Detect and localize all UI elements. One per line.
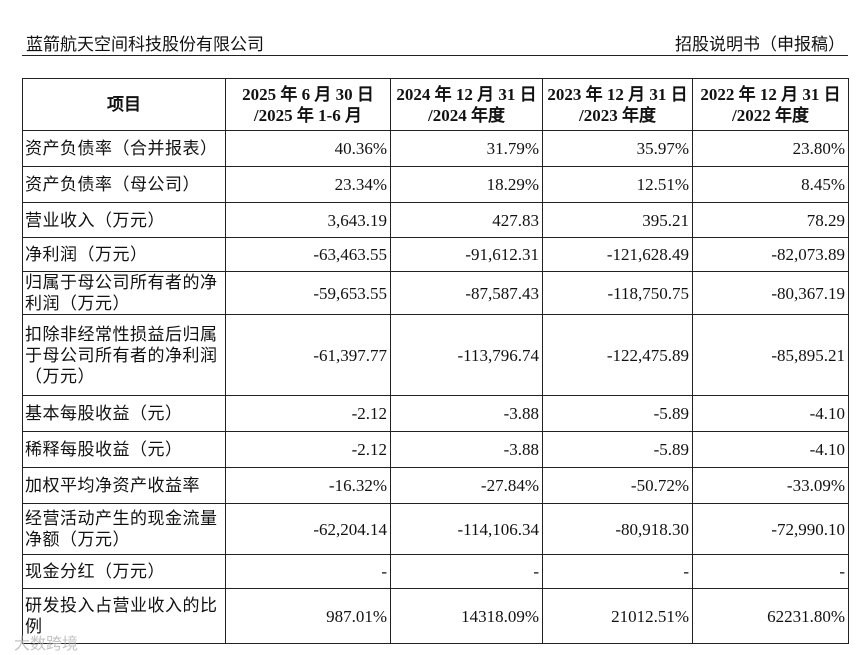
cell-value: 8.45% xyxy=(692,166,849,203)
cell-value: - xyxy=(225,554,391,589)
cell-value: -62,204.14 xyxy=(225,503,391,555)
header-line: 2022 年 12 月 31 日 xyxy=(700,84,841,104)
cell-value: - xyxy=(692,554,849,589)
column-header: 2023 年 12 月 31 日/2023 年度 xyxy=(542,78,693,131)
cell-value: -5.89 xyxy=(542,395,693,432)
cell-value: -27.84% xyxy=(390,467,543,504)
cell-value: -113,796.74 xyxy=(390,314,543,396)
cell-value: 35.97% xyxy=(542,130,693,167)
cell-value: 78.29 xyxy=(692,202,849,238)
cell-value: -4.10 xyxy=(692,395,849,432)
cell-value: -121,628.49 xyxy=(542,237,693,272)
cell-value: -59,653.55 xyxy=(225,271,391,315)
column-header: 2024 年 12 月 31 日/2024 年度 xyxy=(390,78,543,131)
header-rule xyxy=(22,55,848,56)
cell-value: -3.88 xyxy=(390,431,543,468)
cell-value: 14318.09% xyxy=(390,588,543,644)
cell-value: 40.36% xyxy=(225,130,391,167)
cell-value: -2.12 xyxy=(225,431,391,468)
table-row: 现金分红（万元） - - - - xyxy=(22,554,849,589)
table-row: 研发投入占营业收入的比例 987.01% 14318.09% 21012.51% 622… xyxy=(22,588,849,644)
table-row: 营业收入（万元） 3,643.19 427.83 395.21 78.29 xyxy=(22,202,849,238)
doc-title: 招股说明书（申报稿） xyxy=(675,35,845,54)
cell-value: -4.10 xyxy=(692,431,849,468)
row-label: 净利润（万元） xyxy=(22,237,226,272)
column-header: 2022 年 12 月 31 日/2022 年度 xyxy=(692,78,849,131)
header-line: /2022 年度 xyxy=(732,105,809,125)
row-label: 基本每股收益（元） xyxy=(22,395,226,432)
table-row: 资产负债率（合并报表） 40.36% 31.79% 35.97% 23.80% xyxy=(22,130,849,167)
cell-value: -3.88 xyxy=(390,395,543,432)
header-line: 2024 年 12 月 31 日 xyxy=(396,84,537,104)
cell-value: - xyxy=(390,554,543,589)
cell-value: -80,367.19 xyxy=(692,271,849,315)
column-header: 项目 xyxy=(22,78,226,131)
header-line: /2025 年 1-6 月 xyxy=(253,105,363,125)
cell-value: -114,106.34 xyxy=(390,503,543,555)
table-row: 资产负债率（母公司） 23.34% 18.29% 12.51% 8.45% xyxy=(22,166,849,203)
cell-value: 31.79% xyxy=(390,130,543,167)
cell-value: -63,463.55 xyxy=(225,237,391,272)
cell-value: -2.12 xyxy=(225,395,391,432)
cell-value: -72,990.10 xyxy=(692,503,849,555)
row-label: 加权平均净资产收益率 xyxy=(22,467,226,504)
row-label: 归属于母公司所有者的净利润（万元） xyxy=(22,271,226,315)
financial-table: 项目 2025 年 6 月 30 日/2025 年 1-6 月 2024 年 12 … xyxy=(22,78,849,644)
row-label: 资产负债率（母公司） xyxy=(22,166,226,203)
cell-value: -87,587.43 xyxy=(390,271,543,315)
cell-value: -61,397.77 xyxy=(225,314,391,396)
row-label: 扣除非经常性损益后归属于母公司所有者的净利润（万元） xyxy=(22,314,226,396)
cell-value: 395.21 xyxy=(542,202,693,238)
row-label: 现金分红（万元） xyxy=(22,554,226,589)
header-line: /2024 年度 xyxy=(428,105,505,125)
cell-value: -33.09% xyxy=(692,467,849,504)
table-row: 稀释每股收益（元） -2.12 -3.88 -5.89 -4.10 xyxy=(22,431,849,468)
cell-value: -5.89 xyxy=(542,431,693,468)
row-label: 资产负债率（合并报表） xyxy=(22,130,226,167)
cell-value: - xyxy=(542,554,693,589)
row-label: 营业收入（万元） xyxy=(22,202,226,238)
header-line: 项目 xyxy=(107,95,141,114)
cell-value: 21012.51% xyxy=(542,588,693,644)
cell-value: -16.32% xyxy=(225,467,391,504)
cell-value: 427.83 xyxy=(390,202,543,238)
row-label: 经营活动产生的现金流量净额（万元） xyxy=(22,503,226,555)
cell-value: 23.34% xyxy=(225,166,391,203)
table-row: 归属于母公司所有者的净利润（万元） -59,653.55 -87,587.43 -11… xyxy=(22,271,849,315)
table-row: 基本每股收益（元） -2.12 -3.88 -5.89 -4.10 xyxy=(22,395,849,432)
watermark: 大数跨境 xyxy=(14,634,79,653)
header-line: /2023 年度 xyxy=(579,105,656,125)
table-row: 净利润（万元） -63,463.55 -91,612.31 -121,628.49 -8… xyxy=(22,237,849,272)
table-row: 加权平均净资产收益率 -16.32% -27.84% -50.72% -33.09% xyxy=(22,467,849,504)
cell-value: -82,073.89 xyxy=(692,237,849,272)
cell-value: 62231.80% xyxy=(692,588,849,644)
cell-value: -50.72% xyxy=(542,467,693,504)
cell-value: -118,750.75 xyxy=(542,271,693,315)
cell-value: 987.01% xyxy=(225,588,391,644)
table-row: 扣除非经常性损益后归属于母公司所有者的净利润（万元） -61,397.77 -113… xyxy=(22,314,849,396)
row-label: 稀释每股收益（元） xyxy=(22,431,226,468)
header-line: 2023 年 12 月 31 日 xyxy=(547,84,688,104)
row-label: 研发投入占营业收入的比例 xyxy=(22,588,226,644)
header-row: 项目 2025 年 6 月 30 日/2025 年 1-6 月 2024 年 12 … xyxy=(22,78,849,131)
cell-value: -122,475.89 xyxy=(542,314,693,396)
cell-value: -80,918.30 xyxy=(542,503,693,555)
cell-value: 18.29% xyxy=(390,166,543,203)
column-header: 2025 年 6 月 30 日/2025 年 1-6 月 xyxy=(225,78,391,131)
table-row: 经营活动产生的现金流量净额（万元） -62,204.14 -114,106.34 -8… xyxy=(22,503,849,555)
header-line: 2025 年 6 月 30 日 xyxy=(242,84,374,104)
cell-value: 3,643.19 xyxy=(225,202,391,238)
cell-value: -91,612.31 xyxy=(390,237,543,272)
cell-value: 12.51% xyxy=(542,166,693,203)
cell-value: 23.80% xyxy=(692,130,849,167)
cell-value: -85,895.21 xyxy=(692,314,849,396)
company-name: 蓝箭航天空间科技股份有限公司 xyxy=(26,35,264,54)
